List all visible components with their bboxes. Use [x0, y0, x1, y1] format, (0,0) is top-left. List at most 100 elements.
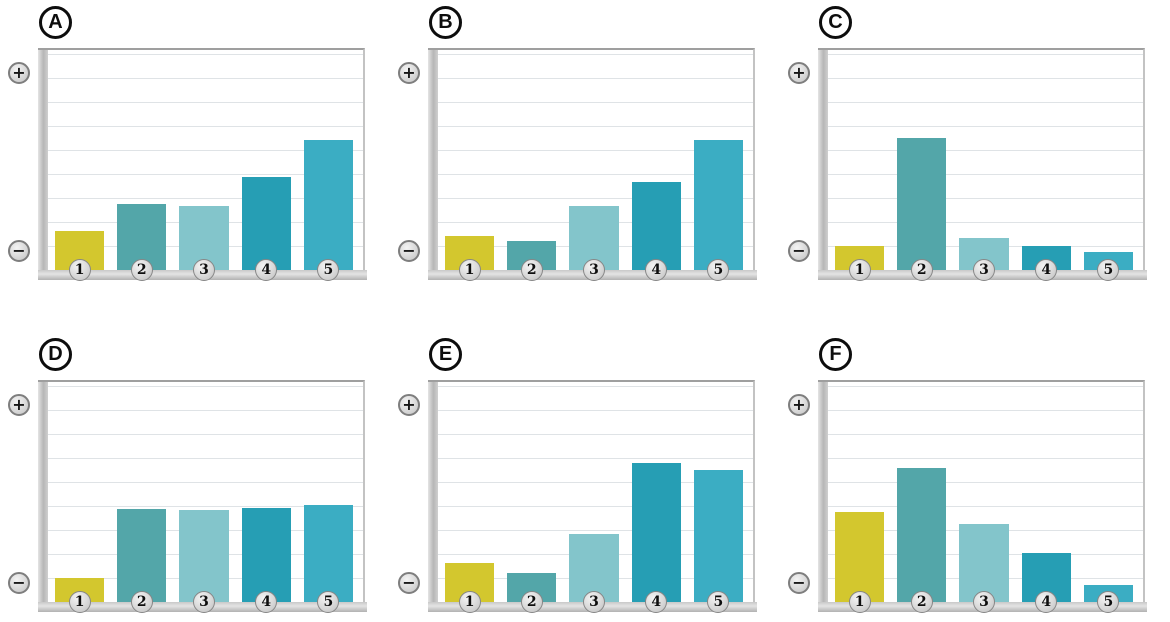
y-axis-bar	[818, 382, 828, 602]
y-axis-bar	[38, 50, 48, 270]
panel-label-badge: B	[429, 6, 462, 39]
minus-icon: −	[12, 241, 26, 260]
y-axis-bar	[38, 382, 48, 602]
bars-container: 1 2 3 4 5	[835, 50, 1134, 281]
category-badge: 1	[458, 259, 481, 281]
category-badge: 2	[520, 591, 543, 613]
bar-3: 3	[179, 206, 229, 281]
bars-container: 1 2 3 4 5	[445, 50, 744, 281]
plot-frame: C + − 1 2 3 4 5	[788, 6, 1147, 281]
bar-3: 3	[179, 510, 229, 613]
bar-2: 2	[117, 509, 167, 613]
category-badge: 2	[910, 591, 933, 613]
category-badge: 3	[583, 259, 605, 281]
minus-icon: −	[12, 573, 26, 592]
bar-2: 2	[507, 240, 557, 281]
category-badge: 1	[458, 591, 481, 613]
category-badge: 5	[1097, 259, 1120, 281]
bar-5: 5	[303, 140, 354, 281]
chart-panel: B + − 1 2 3 4 5	[390, 0, 780, 311]
bar-1: 1	[835, 511, 885, 613]
axis-negative-icon: −	[398, 240, 420, 262]
bar-2: 2	[507, 572, 557, 613]
category-badge: 4	[1035, 591, 1058, 613]
axis-negative-icon: −	[788, 240, 810, 262]
category-badge: 5	[707, 259, 730, 281]
panel-label-badge: C	[819, 6, 852, 39]
plus-icon: +	[402, 63, 416, 82]
bars-container: 1 2 3 4 5	[55, 50, 354, 281]
axis-positive-icon: +	[8, 394, 30, 416]
plus-icon: +	[12, 63, 26, 82]
category-badge: 4	[255, 259, 278, 281]
plot-frame: A + − 1 2 3 4 5	[8, 6, 367, 281]
category-badge: 4	[1035, 259, 1058, 281]
axis-negative-icon: −	[788, 572, 810, 594]
panel-label: B	[438, 11, 453, 33]
y-axis-bar	[818, 50, 828, 270]
plus-icon: +	[402, 395, 416, 414]
minus-icon: −	[792, 241, 806, 260]
chart-panel: E + − 1 2 3 4 5	[390, 311, 780, 622]
category-badge: 5	[1097, 591, 1120, 613]
category-badge: 2	[910, 259, 933, 281]
bar-3: 3	[959, 523, 1009, 613]
axis-negative-icon: −	[398, 572, 420, 594]
category-badge: 1	[68, 259, 91, 281]
panel-label: E	[438, 343, 453, 365]
panel-label-badge: E	[429, 338, 462, 371]
category-badge: 5	[317, 259, 340, 281]
bar-3: 3	[569, 206, 619, 281]
axis-positive-icon: +	[788, 394, 810, 416]
bar-4: 4	[241, 507, 291, 613]
bar-1: 1	[445, 562, 495, 613]
plot-frame: E + − 1 2 3 4 5	[398, 338, 757, 613]
plus-icon: +	[792, 395, 806, 414]
category-badge: 3	[973, 259, 995, 281]
bars-container: 1 2 3 4 5	[55, 382, 354, 613]
panel-label: A	[48, 11, 63, 33]
chart-panel: F + − 1 2 3 4 5	[780, 311, 1170, 622]
panel-label: D	[48, 343, 63, 365]
plot-area: 1 2 3 4 5	[828, 50, 1143, 281]
minus-icon: −	[402, 573, 416, 592]
panel-label: C	[828, 11, 843, 33]
plot-area: 1 2 3 4 5	[48, 382, 363, 613]
bar-5: 5	[693, 470, 744, 613]
axis-positive-icon: +	[788, 62, 810, 84]
bar-2: 2	[897, 138, 947, 281]
minus-icon: −	[792, 573, 806, 592]
category-badge: 4	[645, 259, 668, 281]
bar-4: 4	[631, 182, 681, 281]
chart-panel: C + − 1 2 3 4 5	[780, 0, 1170, 311]
bar-1: 1	[55, 230, 105, 281]
plot-frame: B + − 1 2 3 4 5	[398, 6, 757, 281]
bar-5: 5	[1083, 584, 1134, 613]
bar-3: 3	[569, 533, 619, 613]
panel-label: F	[829, 343, 842, 365]
bar-1: 1	[55, 577, 105, 613]
plot-area: 1 2 3 4 5	[438, 382, 753, 613]
bar-4: 4	[241, 177, 291, 281]
bars-container: 1 2 3 4 5	[445, 382, 744, 613]
axis-negative-icon: −	[8, 572, 30, 594]
bar-1: 1	[445, 235, 495, 281]
plot-area: 1 2 3 4 5	[828, 382, 1143, 613]
plus-icon: +	[792, 63, 806, 82]
plot-area: 1 2 3 4 5	[438, 50, 753, 281]
minus-icon: −	[402, 241, 416, 260]
plot-frame: D + − 1 2 3 4 5	[8, 338, 367, 613]
category-badge: 4	[645, 591, 668, 613]
axis-positive-icon: +	[398, 62, 420, 84]
panel-label-badge: A	[39, 6, 72, 39]
plot-area: 1 2 3 4 5	[48, 50, 363, 281]
axis-negative-icon: −	[8, 240, 30, 262]
category-badge: 2	[130, 259, 153, 281]
panel-label-badge: D	[39, 338, 72, 371]
bar-2: 2	[897, 467, 947, 613]
bars-container: 1 2 3 4 5	[835, 382, 1134, 613]
category-badge: 5	[317, 591, 340, 613]
bar-5: 5	[1083, 251, 1134, 281]
y-axis-bar	[428, 50, 438, 270]
category-badge: 3	[583, 591, 605, 613]
